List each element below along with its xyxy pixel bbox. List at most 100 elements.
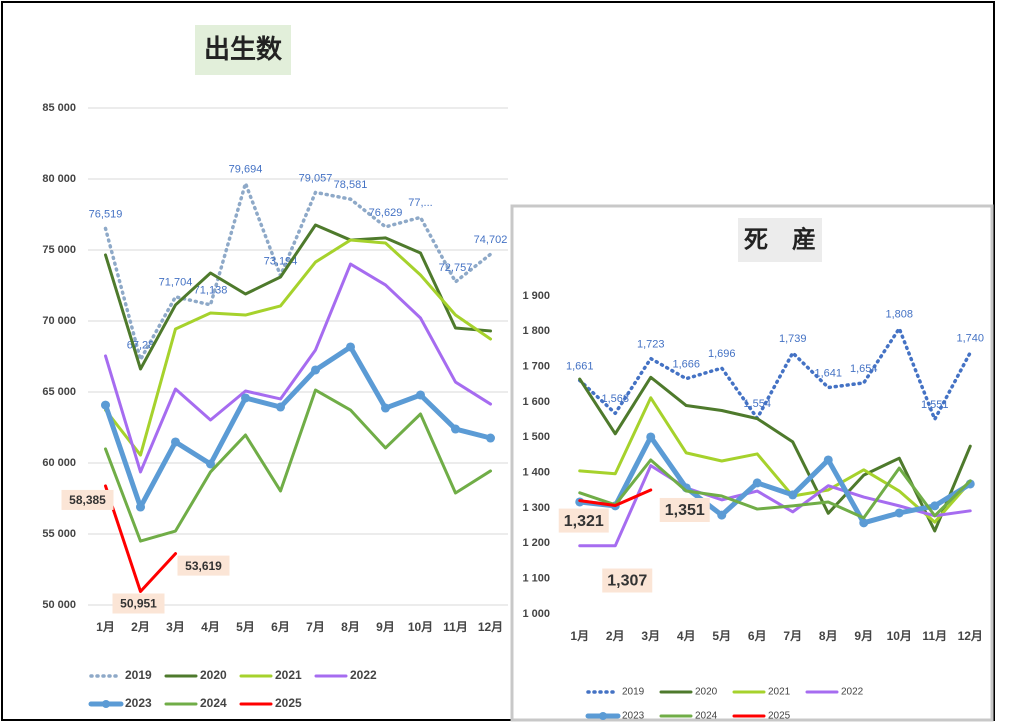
y-tick-label: 55 000 <box>42 528 76 540</box>
x-tick-label: 3月 <box>641 629 660 643</box>
data-label: 72,757 <box>439 262 473 274</box>
series-line <box>578 458 972 520</box>
x-tick-label: 11月 <box>922 629 947 643</box>
data-label: 1,723 <box>637 338 665 350</box>
x-tick-label: 3月 <box>166 620 185 634</box>
data-label: 1,568 <box>601 393 629 405</box>
x-tick-label: 2月 <box>606 629 625 643</box>
y-tick-label: 1 800 <box>522 325 550 337</box>
x-tick-label: 10月 <box>887 629 912 643</box>
data-label: 1,351 <box>665 502 705 519</box>
series-marker <box>451 424 460 434</box>
data-label-box <box>61 489 114 510</box>
data-label: 1,739 <box>779 333 807 345</box>
legend-label: 2020 <box>200 668 227 682</box>
y-tick-label: 1 100 <box>522 573 550 585</box>
data-label: 79,057 <box>299 172 333 184</box>
x-tick-label: 7月 <box>306 620 325 634</box>
legend-label: 2025 <box>275 696 302 710</box>
series-marker <box>346 342 355 352</box>
data-label: 71,138 <box>194 285 228 297</box>
title-box <box>195 25 291 75</box>
legend-label: 2019 <box>125 668 152 682</box>
y-tick-label: 1 700 <box>522 361 550 373</box>
series-marker <box>894 508 904 518</box>
series-marker <box>381 403 390 413</box>
x-tick-label: 5月 <box>236 620 255 634</box>
legend-label: 2021 <box>275 668 302 682</box>
y-tick-label: 1 900 <box>522 290 550 302</box>
legend-label: 2023 <box>125 696 152 710</box>
series-line <box>104 388 492 543</box>
x-tick-label: 1月 <box>96 620 115 634</box>
series-line <box>578 326 972 422</box>
series-marker <box>788 490 798 500</box>
series-line <box>577 434 973 526</box>
x-tick-label: 10月 <box>408 620 433 634</box>
y-tick-label: 1 400 <box>522 467 550 479</box>
data-label: 50,951 <box>120 597 157 611</box>
x-tick-label: 9月 <box>854 629 873 643</box>
chart-panel <box>510 204 994 722</box>
x-tick-label: 8月 <box>341 620 360 634</box>
series-marker <box>823 455 833 465</box>
x-tick-label: 12月 <box>958 629 983 643</box>
data-label: 77,... <box>408 197 432 209</box>
series-marker <box>311 365 320 375</box>
data-label: 1,307 <box>607 573 647 590</box>
series-marker <box>206 459 215 469</box>
x-tick-label: 12月 <box>478 620 503 634</box>
legend-label: 2024 <box>200 696 227 710</box>
y-tick-label: 70 000 <box>42 315 76 327</box>
series-marker <box>416 390 425 400</box>
x-tick-label: 8月 <box>819 629 838 643</box>
title-box <box>738 218 822 262</box>
x-tick-label: 4月 <box>677 629 696 643</box>
data-label-box <box>659 497 710 522</box>
series-line <box>104 223 492 371</box>
x-tick-label: 1月 <box>570 629 589 643</box>
legend-label: 2025 <box>768 711 791 722</box>
data-label: 1,554 <box>743 398 771 410</box>
series-line <box>103 344 493 510</box>
series-marker <box>171 437 180 447</box>
x-tick-label: 11月 <box>443 620 468 634</box>
x-tick-label: 2月 <box>131 620 150 634</box>
data-label: 53,619 <box>185 559 222 573</box>
y-tick-label: 1 600 <box>522 396 550 408</box>
series-marker <box>241 393 250 403</box>
series-line <box>578 464 972 548</box>
data-label: 78,581 <box>334 179 368 191</box>
series-line <box>104 262 492 474</box>
chart-title: 死 産 <box>744 225 816 253</box>
y-tick-label: 1 300 <box>522 502 550 514</box>
legend-marker <box>102 700 110 708</box>
y-tick-label: 50 000 <box>42 599 76 611</box>
series-marker <box>486 433 495 443</box>
data-label: 1,808 <box>885 308 913 320</box>
data-label-box <box>602 568 653 593</box>
series-line <box>104 238 492 457</box>
x-tick-label: 4月 <box>201 620 220 634</box>
y-tick-label: 1 000 <box>522 608 550 620</box>
data-label: 71,704 <box>159 277 193 289</box>
series-marker <box>752 478 762 488</box>
y-tick-label: 60 000 <box>42 457 76 469</box>
series-marker <box>276 402 285 412</box>
data-label: 1,696 <box>708 348 736 360</box>
x-tick-label: 6月 <box>748 629 767 643</box>
data-label-box <box>558 508 609 533</box>
series-line <box>578 396 972 524</box>
data-label: 58,385 <box>69 493 106 507</box>
legend-label: 2021 <box>768 687 791 698</box>
legend-marker <box>599 712 607 720</box>
data-label-box <box>112 593 165 614</box>
series-marker <box>930 501 940 511</box>
data-label: 76,629 <box>369 207 403 219</box>
data-label: 1,641 <box>814 367 842 379</box>
data-label: 1,321 <box>564 513 604 530</box>
legend-label: 2024 <box>695 711 718 722</box>
legend-label: 2020 <box>695 687 718 698</box>
y-tick-label: 65 000 <box>42 386 76 398</box>
